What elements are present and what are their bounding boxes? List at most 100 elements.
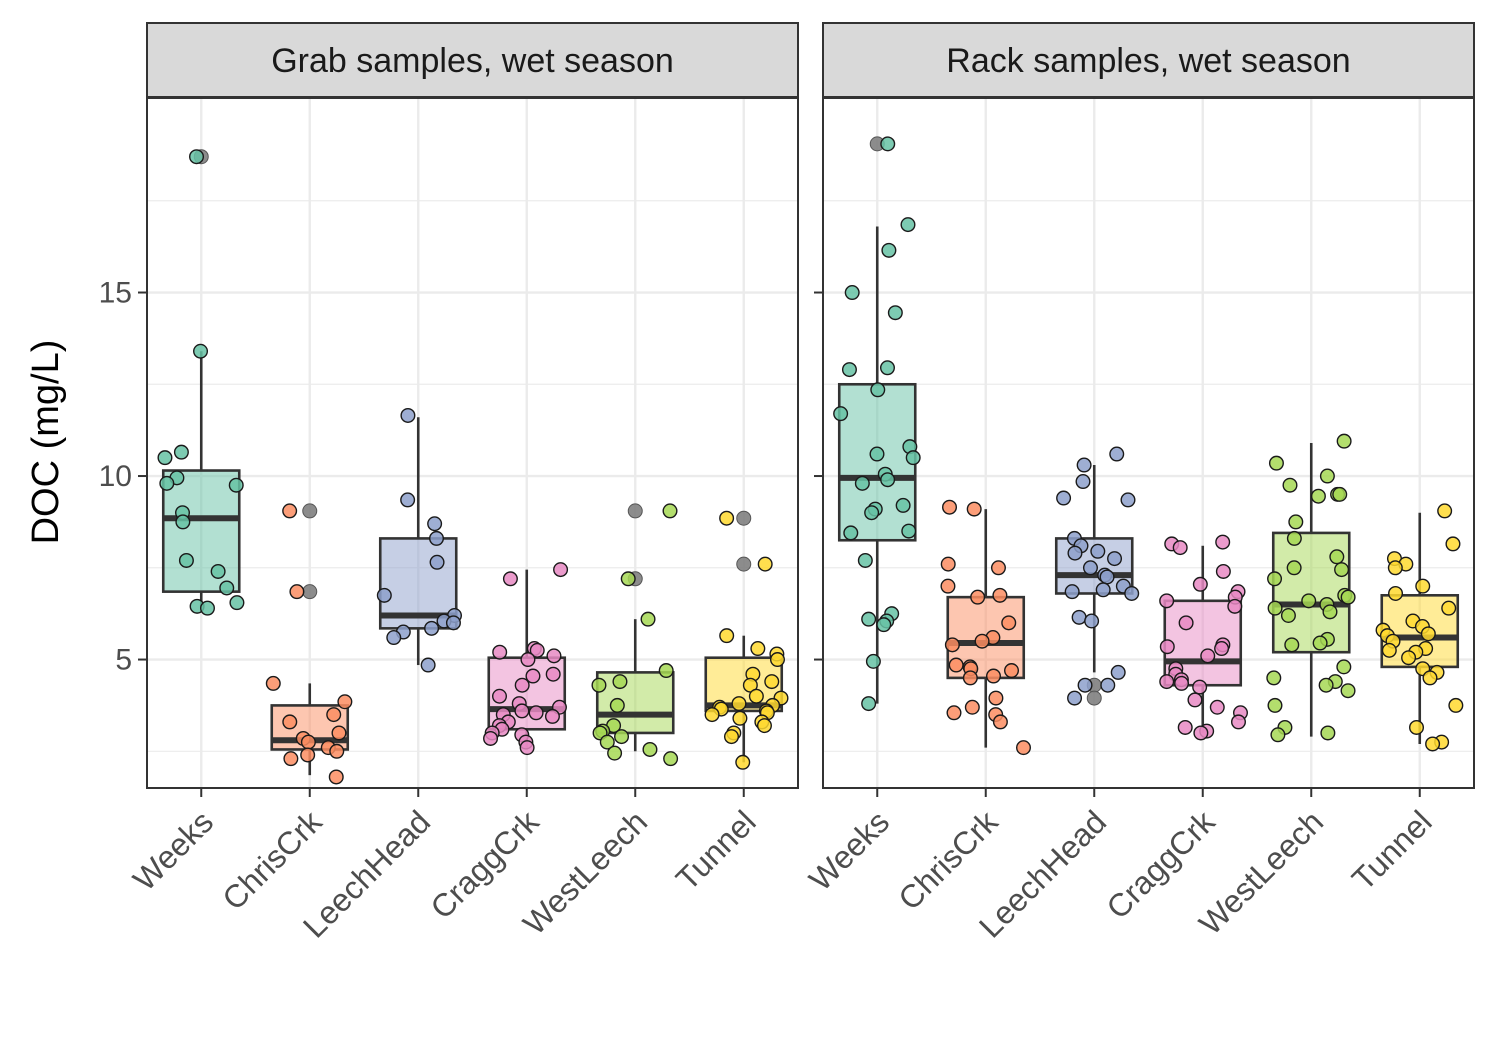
data-point <box>880 136 896 152</box>
data-point <box>612 674 628 690</box>
data-point <box>662 503 678 519</box>
data-point <box>640 611 656 627</box>
data-point <box>1445 536 1461 552</box>
box-westleech <box>1266 433 1356 743</box>
data-point <box>1437 503 1453 519</box>
data-point <box>520 652 536 668</box>
data-point <box>1082 560 1098 576</box>
y-tick-label: 5 <box>115 644 132 677</box>
data-point <box>844 285 860 301</box>
data-point <box>865 653 881 669</box>
data-point <box>427 516 443 532</box>
box-leechhead <box>1054 446 1140 706</box>
box-leechhead <box>376 407 463 673</box>
data-point <box>1064 584 1080 600</box>
x-tick-label: ChrisCrk <box>215 803 329 917</box>
data-point <box>175 514 191 530</box>
data-point <box>764 674 780 690</box>
box-weeks <box>157 149 245 616</box>
data-point <box>732 710 748 726</box>
data-point <box>870 382 886 398</box>
data-point <box>400 492 416 508</box>
data-point <box>337 694 353 710</box>
data-point <box>642 741 658 757</box>
panel-1: Grab samples, wet season WeeksChrisCrkLee… <box>126 22 799 945</box>
data-point <box>1120 492 1136 508</box>
outlier-point <box>736 556 752 572</box>
x-tick-label: ChrisCrk <box>891 803 1005 917</box>
data-point <box>756 718 772 734</box>
data-point <box>731 696 747 712</box>
data-point <box>1015 740 1031 756</box>
panel-strip <box>822 22 1475 98</box>
box-chriscrk <box>265 503 353 785</box>
data-point <box>1319 468 1335 484</box>
panel-border <box>146 97 799 789</box>
box-iqr <box>161 469 241 593</box>
data-point <box>719 628 735 644</box>
data-point <box>1177 719 1193 735</box>
data-point <box>519 740 535 756</box>
data-point <box>895 497 911 513</box>
data-point <box>974 633 990 649</box>
outlier-point <box>736 510 752 526</box>
box-tunnel <box>704 510 789 770</box>
data-point <box>429 530 445 546</box>
data-point <box>300 747 316 763</box>
box-weeks <box>833 136 921 712</box>
data-point <box>326 707 342 723</box>
data-point <box>1415 578 1431 594</box>
data-point <box>1071 609 1087 625</box>
data-point <box>876 617 892 633</box>
data-point <box>900 217 916 233</box>
data-point <box>1329 549 1345 565</box>
outlier-point <box>1086 690 1102 706</box>
data-point <box>331 725 347 741</box>
data-point <box>544 708 560 724</box>
data-point <box>1227 598 1243 614</box>
outlier-point <box>302 584 318 600</box>
data-point <box>1336 659 1352 675</box>
data-point <box>1401 650 1417 666</box>
data-point <box>901 523 917 539</box>
data-point <box>529 642 545 658</box>
data-point <box>528 705 544 721</box>
data-point <box>173 444 189 460</box>
data-point <box>1322 604 1338 620</box>
data-point <box>1124 585 1140 601</box>
data-point <box>1286 560 1302 576</box>
data-point <box>492 644 508 660</box>
outlier-point <box>627 503 643 519</box>
data-point <box>990 560 1006 576</box>
data-point <box>1178 615 1194 631</box>
data-point <box>1209 699 1225 715</box>
y-axis: 5 10 15 <box>99 277 823 677</box>
data-point <box>157 450 173 466</box>
data-point <box>942 499 958 515</box>
data-point <box>1284 637 1300 653</box>
panel-strip <box>146 22 799 98</box>
y-tick-label: 15 <box>99 277 132 310</box>
data-point <box>525 668 541 684</box>
data-point <box>1334 562 1350 578</box>
data-point <box>1340 683 1356 699</box>
data-point <box>723 729 739 745</box>
data-point <box>1267 600 1283 616</box>
data-point <box>424 620 440 636</box>
data-point <box>1107 551 1123 567</box>
data-point <box>1056 490 1072 506</box>
box-westleech <box>591 503 679 767</box>
box-tunnel <box>1375 503 1464 752</box>
data-point <box>1110 664 1126 680</box>
data-point <box>1267 697 1283 713</box>
data-point <box>1420 626 1436 642</box>
data-point <box>881 242 897 258</box>
x-tick-label: Tunnel <box>1345 803 1439 897</box>
data-point <box>607 745 623 761</box>
data-point <box>1159 639 1175 655</box>
data-point <box>1192 576 1208 592</box>
panel-title: Grab samples, wet season <box>271 42 674 80</box>
data-point <box>1172 540 1188 556</box>
